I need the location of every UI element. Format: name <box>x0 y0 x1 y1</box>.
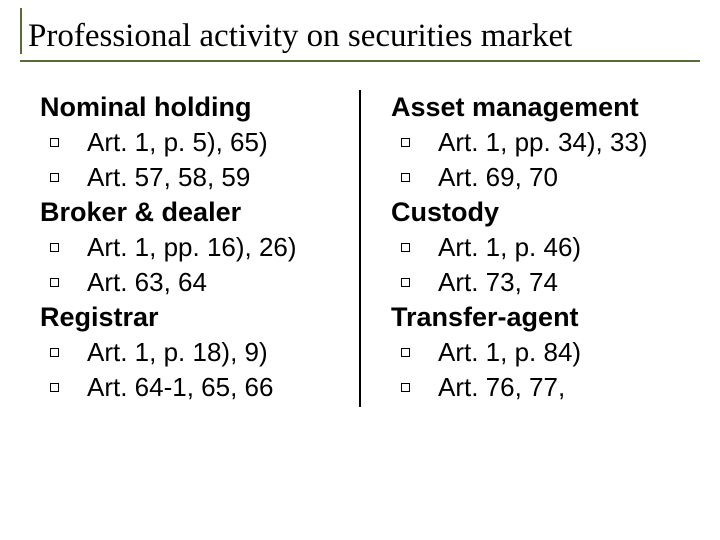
square-bullet-icon <box>401 383 410 392</box>
square-bullet-icon <box>401 173 410 182</box>
square-bullet-icon <box>401 348 410 357</box>
list-item: Art. 73, 74 <box>391 267 680 298</box>
list-item-text: Art. 64-1, 65, 66 <box>87 372 273 403</box>
section-heading: Transfer-agent <box>391 302 680 333</box>
list-item: Art. 63, 64 <box>40 267 329 298</box>
square-bullet-icon <box>401 278 410 287</box>
square-bullet-icon <box>50 173 59 182</box>
right-column: Asset management Art. 1, pp. 34), 33) Ar… <box>361 90 680 407</box>
section-heading: Custody <box>391 197 680 228</box>
list-item: Art. 76, 77, <box>391 372 680 403</box>
list-item-text: Art. 73, 74 <box>438 267 558 298</box>
list-item-text: Art. 76, 77, <box>438 372 565 403</box>
square-bullet-icon <box>50 138 59 147</box>
square-bullet-icon <box>50 278 59 287</box>
list-item: Art. 1, p. 5), 65) <box>40 127 329 158</box>
list-item: Art. 69, 70 <box>391 162 680 193</box>
square-bullet-icon <box>401 243 410 252</box>
title-inner: Professional activity on securities mark… <box>20 8 700 54</box>
section-heading: Nominal holding <box>40 92 329 123</box>
page-title: Professional activity on securities mark… <box>28 18 700 54</box>
list-item-text: Art. 1, p. 84) <box>438 337 581 368</box>
list-item-text: Art. 1, pp. 16), 26) <box>87 232 297 263</box>
list-item: Art. 1, p. 84) <box>391 337 680 368</box>
list-item-text: Art. 57, 58, 59 <box>87 162 250 193</box>
list-item-text: Art. 1, pp. 34), 33) <box>438 127 648 158</box>
square-bullet-icon <box>50 243 59 252</box>
left-column: Nominal holding Art. 1, p. 5), 65) Art. … <box>40 90 361 407</box>
content-columns: Nominal holding Art. 1, p. 5), 65) Art. … <box>20 90 700 407</box>
title-container: Professional activity on securities mark… <box>20 8 700 62</box>
list-item: Art. 1, pp. 34), 33) <box>391 127 680 158</box>
section-heading: Registrar <box>40 302 329 333</box>
list-item-text: Art. 69, 70 <box>438 162 558 193</box>
list-item-text: Art. 1, p. 46) <box>438 232 581 263</box>
list-item: Art. 57, 58, 59 <box>40 162 329 193</box>
square-bullet-icon <box>50 348 59 357</box>
list-item: Art. 1, p. 18), 9) <box>40 337 329 368</box>
list-item-text: Art. 63, 64 <box>87 267 207 298</box>
square-bullet-icon <box>401 138 410 147</box>
list-item: Art. 1, p. 46) <box>391 232 680 263</box>
list-item: Art. 64-1, 65, 66 <box>40 372 329 403</box>
list-item-text: Art. 1, p. 18), 9) <box>87 337 268 368</box>
section-heading: Asset management <box>391 92 680 123</box>
list-item-text: Art. 1, p. 5), 65) <box>87 127 268 158</box>
list-item: Art. 1, pp. 16), 26) <box>40 232 329 263</box>
square-bullet-icon <box>50 383 59 392</box>
section-heading: Broker & dealer <box>40 197 329 228</box>
